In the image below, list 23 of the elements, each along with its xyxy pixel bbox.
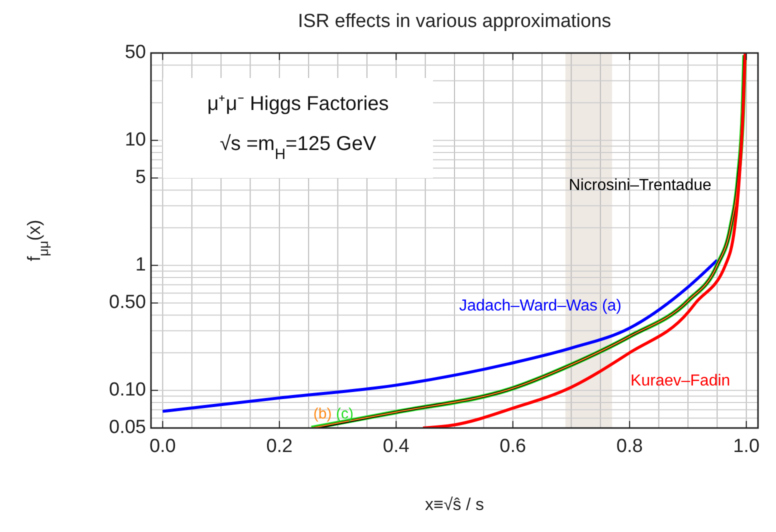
y-tick-label: 10 [124,129,146,150]
series-label: Nicrosini–Trentadue [568,177,712,194]
annotation: √s =m$_{H}$=125 GeV [220,133,377,162]
series-label: Kuraev–Fadin [630,372,730,390]
series-label: (b) [313,406,332,423]
y-tick-label: 0.05 [109,417,146,438]
series-label: (c) [336,406,354,423]
y-tick-label: 1 [135,254,146,276]
y-tick-label: 0.10 [109,379,146,400]
x-tick-label: 0.0 [149,436,176,457]
line-series [421,53,747,428]
y-tick-label: 50 [124,42,146,64]
y-tick-label: 5 [135,167,146,188]
x-tick-label: 1.0 [733,436,760,457]
annotation: μ⁺μ⁻ Higgs Factories [207,93,389,115]
x-tick-label: 0.8 [616,436,643,457]
chart-title: ISR effects in various approximations [298,11,612,32]
x-tick-label: 0.4 [382,436,410,457]
series-label: Jadach–Ward–Was (a) [459,298,622,315]
y-tick-label: 0.50 [109,292,146,314]
x-axis-title: x≡√ŝ / s [425,495,484,514]
x-tick-label: 0.2 [266,436,293,457]
x-tick-label: 0.6 [500,436,526,457]
